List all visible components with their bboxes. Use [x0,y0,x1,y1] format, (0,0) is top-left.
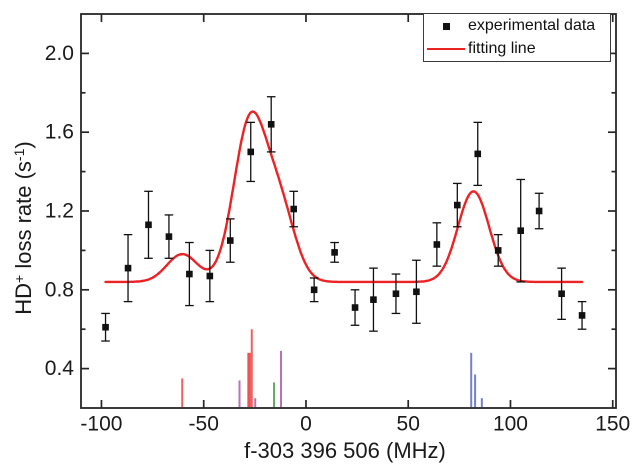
data-point-marker [370,296,377,303]
y-axis-title-part: ) [11,141,36,149]
legend-item-fitting-line: fitting line [424,38,610,61]
data-point-marker [433,241,441,248]
y-axis-title-part: HD [11,282,36,315]
data-point-marker [494,247,502,254]
data-point-marker [124,264,132,272]
data-point-marker [517,227,524,234]
plot-frame [80,13,617,409]
data-point-marker [226,237,234,244]
data-point-marker [267,121,275,128]
data-point-marker [331,249,338,256]
data-point-marker [206,272,214,280]
y-axis-title-superscript: -1 [11,148,27,162]
data-point-marker [392,290,400,298]
x-axis-title: f-303 396 506 (MHz) [244,438,446,463]
data-point-marker [413,288,420,296]
legend-item-experimental-data: experimental data [424,15,610,38]
data-point-marker [351,304,359,311]
data-point-marker [453,201,461,209]
data-point-marker [247,148,255,156]
data-point-marker [535,207,543,215]
data-point-marker [578,312,586,319]
y-axis-title: HD+ loss rate (s-1) [7,28,41,428]
data-point-marker [186,270,193,278]
x-tick-label: 0 [300,412,312,435]
data-point-marker [558,290,565,298]
fit-line [104,110,584,284]
y-axis-title-superscript: + [11,274,27,283]
x-tick-label: 100 [493,412,528,435]
y-tick-label: 1.2 [45,200,74,223]
x-tick-label: -100 [80,412,122,435]
x-tick-label: -50 [189,412,219,435]
data-point-marker [290,205,297,213]
data-point-marker [102,323,109,331]
legend-item-label: experimental data [468,17,596,34]
legend-square-marker-icon [442,22,450,30]
data-point-marker [310,286,318,294]
data-point-marker [165,233,173,240]
y-tick-label: 2.0 [45,42,74,65]
legend-line-icon [427,47,465,51]
x-tick-label: 50 [397,412,420,435]
data-point-marker [145,221,152,229]
y-axis-title-part: loss rate (s [11,161,36,275]
legend: experimental data fitting line [423,13,611,62]
y-tick-label: 1.6 [45,121,74,144]
y-tick-label: 0.4 [45,357,75,380]
x-tick-label: 150 [595,412,630,435]
data-point-marker [474,150,482,158]
y-tick-label: 0.8 [45,278,74,301]
legend-symbol-cell [424,47,468,51]
legend-item-label: fitting line [468,40,536,57]
legend-symbol-cell [424,22,468,30]
